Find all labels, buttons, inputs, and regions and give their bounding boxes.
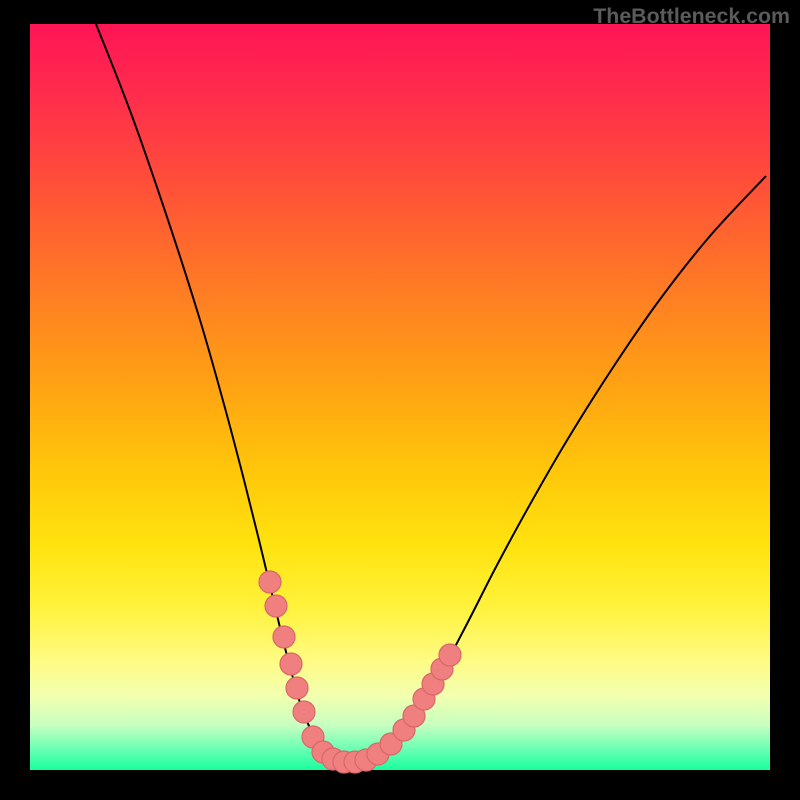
watermark-text: TheBottleneck.com: [593, 4, 790, 29]
curve-marker: [259, 571, 281, 593]
bottleneck-curve-chart: [0, 0, 800, 800]
curve-marker: [439, 644, 461, 666]
curve-marker: [293, 701, 315, 723]
chart-container: TheBottleneck.com: [0, 0, 800, 800]
plot-background-gradient: [30, 24, 770, 770]
curve-marker: [280, 653, 302, 675]
curve-marker: [286, 677, 308, 699]
curve-marker: [273, 626, 295, 648]
curve-marker: [265, 595, 287, 617]
